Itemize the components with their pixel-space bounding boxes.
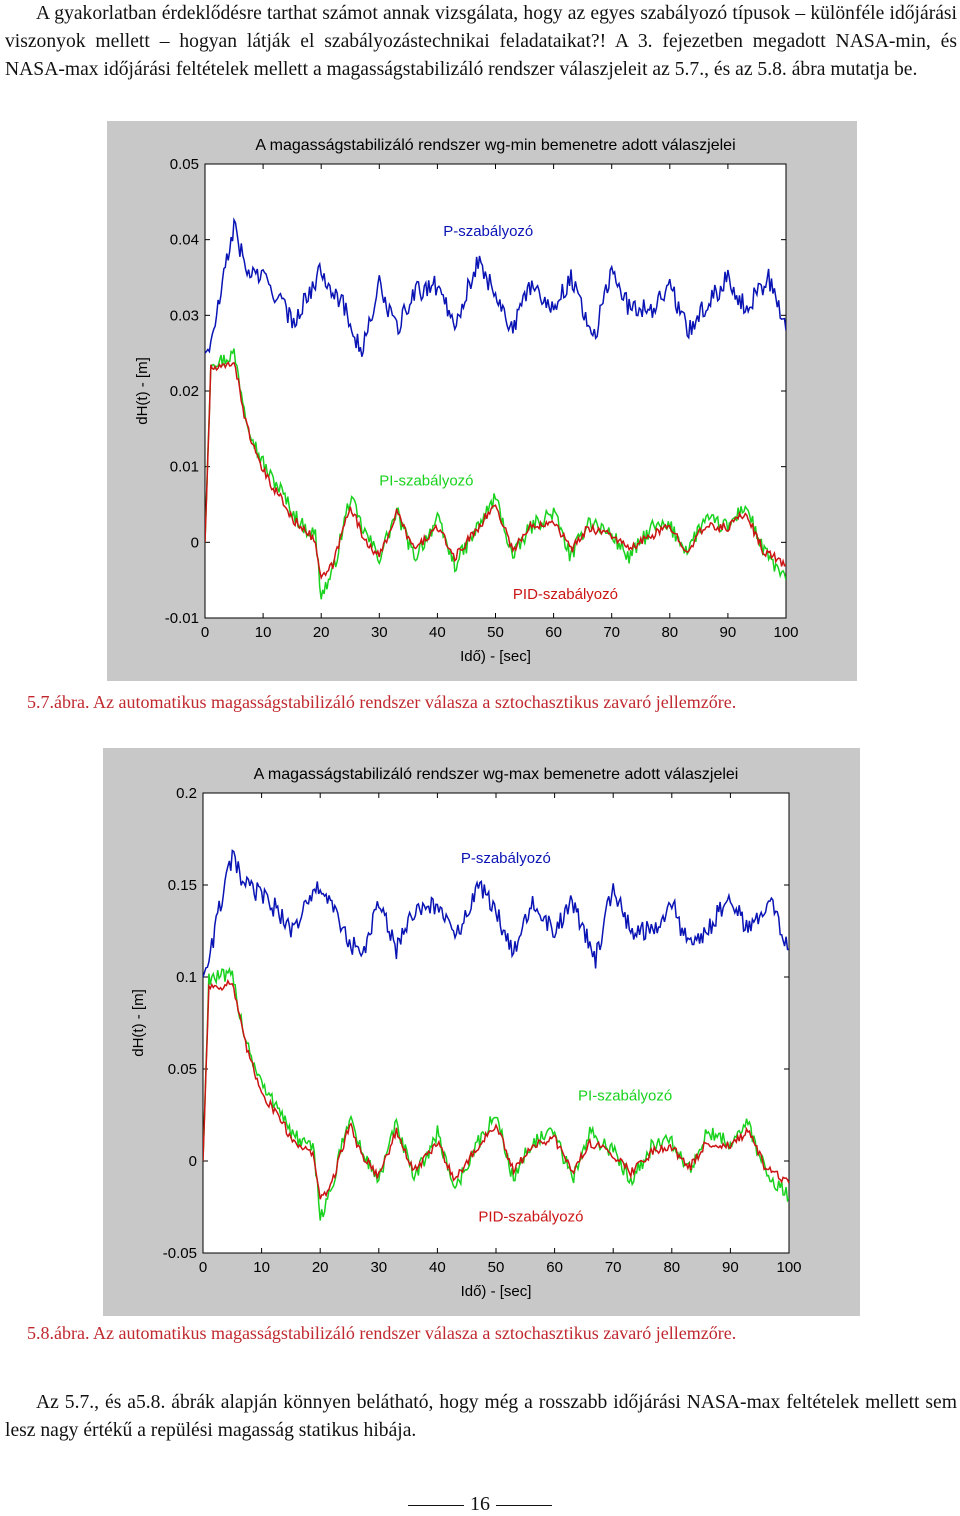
- y-tick-label: 0: [191, 534, 199, 551]
- x-tick-label: 60: [546, 1259, 563, 1276]
- y-tick-label: 0.01: [170, 459, 199, 476]
- x-tick-label: 50: [488, 1259, 505, 1276]
- y-tick-label: 0.15: [168, 877, 197, 894]
- x-tick-label: 90: [720, 624, 737, 641]
- y-tick-label: 0: [189, 1153, 197, 1170]
- intro-paragraph: A gyakorlatban érdeklődésre tarthat szám…: [5, 3, 957, 80]
- x-tick-label: 80: [661, 624, 678, 641]
- figure-5-8-caption: 5.8.ábra. Az automatikus magasságstabili…: [27, 1323, 737, 1343]
- x-tick-label: 10: [253, 1259, 270, 1276]
- series-label-p: P-szabályozó: [443, 223, 533, 240]
- x-tick-label: 40: [429, 624, 446, 641]
- y-tick-label: 0.05: [170, 156, 199, 173]
- x-tick-label: 0: [201, 624, 209, 641]
- chart-title: A magasságstabilizáló rendszer wg-min be…: [255, 137, 735, 154]
- x-axis-label: Idő) - [sec]: [461, 1283, 532, 1300]
- x-tick-label: 70: [605, 1259, 622, 1276]
- figure-5-7-svg: A magasságstabilizáló rendszer wg-min be…: [134, 137, 799, 665]
- x-tick-label: 100: [773, 624, 798, 641]
- series-line-pi: [203, 966, 789, 1221]
- x-tick-label: 20: [312, 1259, 329, 1276]
- x-tick-label: 70: [603, 624, 620, 641]
- page-number-right-rule: [496, 1504, 552, 1506]
- x-tick-label: 30: [371, 624, 388, 641]
- x-tick-label: 40: [429, 1259, 446, 1276]
- conclusion-paragraph: Az 5.7., és a5.8. ábrák alapján könnyen …: [5, 1392, 957, 1441]
- x-tick-label: 80: [663, 1259, 680, 1276]
- series-line-pi: [205, 348, 786, 600]
- page-number-footer: 16: [0, 1493, 960, 1516]
- x-tick-label: 100: [776, 1259, 801, 1276]
- x-tick-label: 90: [722, 1259, 739, 1276]
- y-tick-label: 0.1: [176, 969, 197, 986]
- page-number-left-rule: [408, 1504, 464, 1506]
- y-tick-label: 0.03: [170, 307, 199, 324]
- series-line-p: [203, 849, 789, 978]
- figure-5-7-chart: A magasságstabilizáló rendszer wg-min be…: [107, 121, 857, 681]
- x-axis-label: Idő) - [sec]: [460, 648, 531, 665]
- figure-5-8-chart: A magasságstabilizáló rendszer wg-max be…: [103, 748, 860, 1316]
- series-line-pid: [203, 978, 789, 1200]
- y-axis-label: dH(t) - [m]: [130, 989, 147, 1057]
- y-tick-label: 0.2: [176, 785, 197, 802]
- y-tick-label: 0.02: [170, 383, 199, 400]
- series-label-pid: PID-szabályozó: [513, 586, 618, 603]
- x-tick-label: 60: [545, 624, 562, 641]
- figure-5-8-svg: A magasságstabilizáló rendszer wg-max be…: [130, 766, 802, 1300]
- y-axis-label: dH(t) - [m]: [134, 357, 151, 425]
- x-tick-label: 20: [313, 624, 330, 641]
- x-tick-label: 0: [199, 1259, 207, 1276]
- x-tick-label: 30: [370, 1259, 387, 1276]
- series-label-pid: PID-szabályozó: [478, 1209, 583, 1226]
- chart-title: A magasságstabilizáló rendszer wg-max be…: [254, 766, 739, 783]
- series-label-p: P-szabályozó: [461, 850, 551, 867]
- series-line-p: [205, 217, 786, 357]
- series-label-pi: PI-szabályozó: [578, 1087, 672, 1104]
- series-line-pid: [205, 361, 786, 581]
- x-tick-label: 50: [487, 624, 504, 641]
- plot-area: [202, 792, 790, 1254]
- page-number: 16: [470, 1493, 490, 1515]
- y-tick-label: 0.04: [170, 232, 199, 249]
- y-tick-label: 0.05: [168, 1061, 197, 1078]
- figure-5-7-caption: 5.7.ábra. Az automatikus magasságstabili…: [27, 692, 737, 712]
- x-tick-label: 10: [255, 624, 272, 641]
- plot-area: [204, 163, 787, 619]
- series-label-pi: PI-szabályozó: [379, 473, 473, 490]
- y-tick-label: -0.05: [163, 1245, 197, 1262]
- y-tick-label: -0.01: [165, 610, 199, 627]
